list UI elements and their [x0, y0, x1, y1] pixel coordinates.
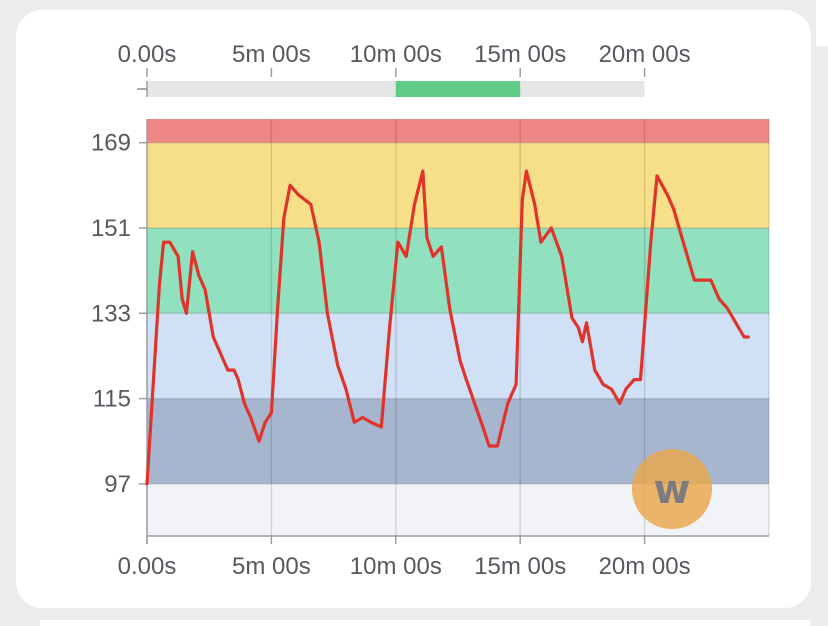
adjacent-card-edge	[816, 0, 828, 46]
navigator-tick-label: 5m 00s	[232, 41, 311, 68]
navigator-tick-label: 20m 00s	[599, 41, 691, 68]
heart-rate-series	[145, 169, 750, 486]
zone-band	[147, 142, 769, 228]
x-tick-label: 15m 00s	[474, 553, 566, 580]
y-axis-tick-labels: 97 115 133 151 169	[91, 130, 131, 498]
navigator-tick-labels: 0.00s 5m 00s 10m 00s 15m 00s 20m 00s	[118, 41, 691, 68]
navigator-selected-range	[395, 81, 521, 97]
logo-letter: w	[654, 467, 691, 513]
y-tick-label: 169	[91, 130, 131, 157]
x-tick-label: 5m 00s	[232, 553, 311, 580]
time-range-navigator	[137, 68, 646, 97]
y-tick-label: 133	[91, 300, 131, 327]
navigator-tick-label: 10m 00s	[350, 41, 442, 68]
y-tick-label: 115	[93, 386, 131, 413]
heart-rate-line	[145, 169, 750, 486]
y-tick-label: 97	[104, 471, 131, 498]
navigator-tick-label: 0.00s	[118, 41, 177, 68]
x-axis-tick-labels: 0.00s 5m 00s 10m 00s 15m 00s 20m 00s	[118, 553, 691, 580]
logo-badge	[632, 449, 712, 529]
x-tick-label: 10m 00s	[350, 553, 442, 580]
navigator-tick-label: 15m 00s	[474, 41, 566, 68]
watermark-logo: w	[632, 449, 712, 529]
zone-band	[147, 227, 769, 314]
x-tick-label: 0.00s	[118, 553, 177, 580]
x-tick-label: 20m 00s	[599, 553, 691, 580]
zone-band	[147, 119, 769, 143]
adjacent-card-bottom	[40, 620, 810, 626]
y-tick-label: 151	[91, 215, 131, 242]
